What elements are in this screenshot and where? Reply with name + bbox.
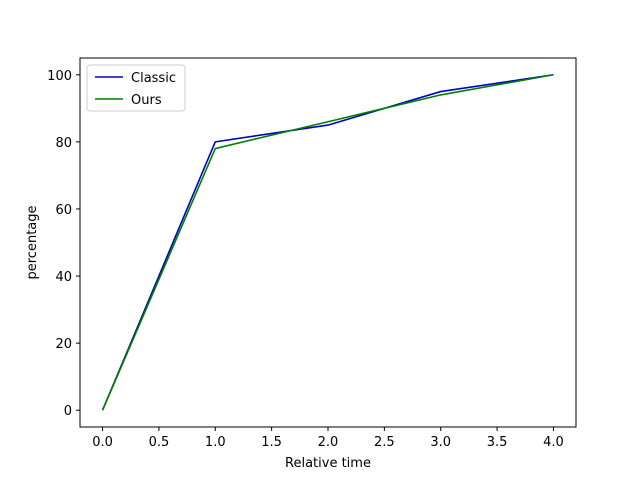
y-tick-label: 20: [55, 337, 72, 352]
y-tick-label: 100: [47, 69, 72, 84]
legend-label-ours: Ours: [131, 93, 162, 108]
x-tick-label: 0.5: [149, 435, 170, 450]
x-tick-label: 3.5: [487, 435, 508, 450]
x-axis-label: Relative time: [285, 456, 371, 471]
series-line-classic: [101, 73, 554, 411]
y-tick-label: 60: [55, 203, 72, 218]
x-tick-label: 0.0: [92, 435, 113, 450]
legend-label-classic: Classic: [131, 71, 176, 86]
y-tick-label: 40: [55, 270, 72, 285]
y-tick-label: 0: [64, 404, 72, 419]
plot-lines: [101, 73, 554, 411]
x-tick-label: 3.0: [430, 435, 451, 450]
x-tick-label: 2.5: [374, 435, 395, 450]
x-tick-label: 4.0: [543, 435, 564, 450]
y-tick-label: 80: [55, 136, 72, 151]
legend: Classic Ours: [86, 64, 186, 112]
x-tick-label: 1.5: [261, 435, 282, 450]
x-tick-label: 2.0: [318, 435, 339, 450]
x-axis-ticks: 0.0 0.5 1.0 1.5 2.0 2.5 3.0 3.5 4.0: [92, 427, 564, 450]
y-axis-ticks: 0 20 40 60 80 100: [47, 69, 80, 419]
series-line-ours: [101, 73, 554, 411]
x-tick-label: 1.0: [205, 435, 226, 450]
y-axis-label: percentage: [25, 205, 40, 279]
